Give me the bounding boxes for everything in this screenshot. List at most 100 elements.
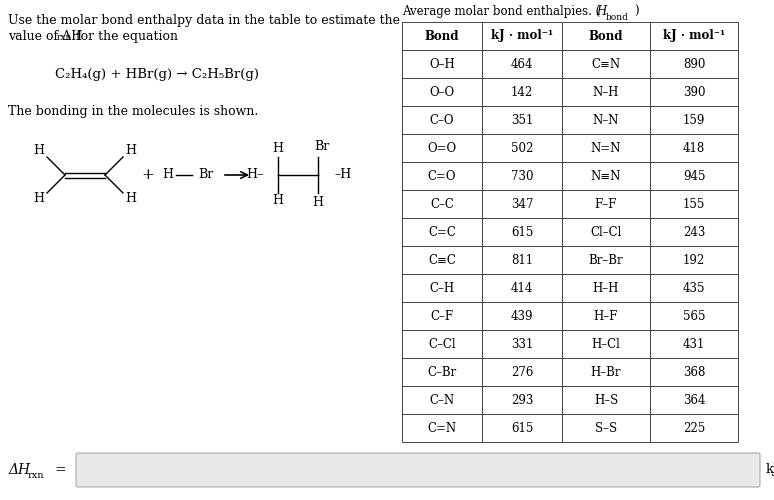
Bar <box>482 246 562 274</box>
Text: 351: 351 <box>511 114 533 126</box>
Bar <box>402 414 482 442</box>
Text: bond: bond <box>606 13 628 22</box>
Text: 418: 418 <box>683 142 705 154</box>
Bar <box>402 106 482 134</box>
Text: H–Cl: H–Cl <box>591 338 621 350</box>
Bar <box>482 414 562 442</box>
FancyBboxPatch shape <box>76 453 760 487</box>
Text: 142: 142 <box>511 86 533 98</box>
Text: Use the molar bond enthalpy data in the table to estimate the: Use the molar bond enthalpy data in the … <box>8 14 400 27</box>
Bar <box>650 50 738 78</box>
Text: 364: 364 <box>683 394 705 406</box>
Bar <box>650 358 738 386</box>
Bar <box>482 134 562 162</box>
Bar <box>402 358 482 386</box>
Text: =: = <box>54 463 66 477</box>
Text: H–H: H–H <box>593 282 619 294</box>
Text: ΔH: ΔH <box>8 463 30 477</box>
Text: 159: 159 <box>683 114 705 126</box>
Text: 464: 464 <box>511 58 533 70</box>
Text: value of ΔH: value of ΔH <box>8 30 82 43</box>
Text: 155: 155 <box>683 198 705 210</box>
Bar <box>402 274 482 302</box>
Text: Bond: Bond <box>425 30 459 43</box>
Text: H–S: H–S <box>594 394 618 406</box>
Bar <box>562 274 650 302</box>
Bar <box>402 330 482 358</box>
Bar <box>402 386 482 414</box>
Bar <box>482 358 562 386</box>
Text: S–S: S–S <box>595 422 617 434</box>
Bar <box>482 50 562 78</box>
Text: 565: 565 <box>683 310 705 322</box>
Bar <box>402 162 482 190</box>
Bar <box>562 162 650 190</box>
Bar <box>650 162 738 190</box>
Text: C=N: C=N <box>427 422 457 434</box>
Text: 890: 890 <box>683 58 705 70</box>
Text: 331: 331 <box>511 338 533 350</box>
Text: kJ: kJ <box>766 464 774 476</box>
Bar <box>402 218 482 246</box>
Text: 293: 293 <box>511 394 533 406</box>
Text: Br: Br <box>314 140 330 153</box>
Bar <box>650 274 738 302</box>
Text: C–O: C–O <box>430 114 454 126</box>
Text: H: H <box>33 192 44 205</box>
Text: C–C: C–C <box>430 198 454 210</box>
Text: 225: 225 <box>683 422 705 434</box>
Bar <box>482 274 562 302</box>
Text: 414: 414 <box>511 282 533 294</box>
Text: N=N: N=N <box>591 142 622 154</box>
Bar <box>402 302 482 330</box>
Bar <box>650 330 738 358</box>
Text: 435: 435 <box>683 282 705 294</box>
Bar <box>402 50 482 78</box>
Text: Average molar bond enthalpies. (: Average molar bond enthalpies. ( <box>402 5 601 18</box>
Text: Bond: Bond <box>589 30 623 43</box>
Text: kJ · mol⁻¹: kJ · mol⁻¹ <box>491 30 553 43</box>
Text: H–: H– <box>247 168 264 181</box>
Text: H: H <box>272 194 283 207</box>
Bar <box>482 78 562 106</box>
Text: 945: 945 <box>683 170 705 182</box>
Text: C–Br: C–Br <box>427 366 457 378</box>
Bar <box>482 22 562 50</box>
Bar <box>402 22 482 50</box>
Text: H: H <box>125 192 136 205</box>
Text: C–Cl: C–Cl <box>428 338 456 350</box>
Text: 615: 615 <box>511 226 533 238</box>
Text: C=O: C=O <box>428 170 456 182</box>
Text: C₂H₄(g) + HBr(g) → C₂H₅Br(g): C₂H₄(g) + HBr(g) → C₂H₅Br(g) <box>55 68 259 81</box>
Bar <box>650 106 738 134</box>
Text: 192: 192 <box>683 254 705 266</box>
Text: kJ · mol⁻¹: kJ · mol⁻¹ <box>663 30 725 43</box>
Bar <box>482 302 562 330</box>
Bar <box>650 218 738 246</box>
Text: ): ) <box>634 5 639 18</box>
Text: O–O: O–O <box>430 86 454 98</box>
Bar <box>650 414 738 442</box>
Text: 811: 811 <box>511 254 533 266</box>
Bar <box>650 246 738 274</box>
Text: C≡N: C≡N <box>591 58 621 70</box>
Text: H–Br: H–Br <box>591 366 622 378</box>
Text: N–H: N–H <box>593 86 619 98</box>
Bar <box>562 414 650 442</box>
Bar <box>562 358 650 386</box>
Bar <box>562 134 650 162</box>
Text: 615: 615 <box>511 422 533 434</box>
Text: rxn: rxn <box>57 33 73 42</box>
Text: O=O: O=O <box>427 142 457 154</box>
Text: 243: 243 <box>683 226 705 238</box>
Bar <box>482 330 562 358</box>
Text: 439: 439 <box>511 310 533 322</box>
Text: 390: 390 <box>683 86 705 98</box>
Text: for the equation: for the equation <box>76 30 178 43</box>
Text: H: H <box>313 196 324 209</box>
Bar <box>482 190 562 218</box>
Bar <box>562 246 650 274</box>
Bar <box>562 106 650 134</box>
Bar <box>562 386 650 414</box>
Bar <box>562 218 650 246</box>
